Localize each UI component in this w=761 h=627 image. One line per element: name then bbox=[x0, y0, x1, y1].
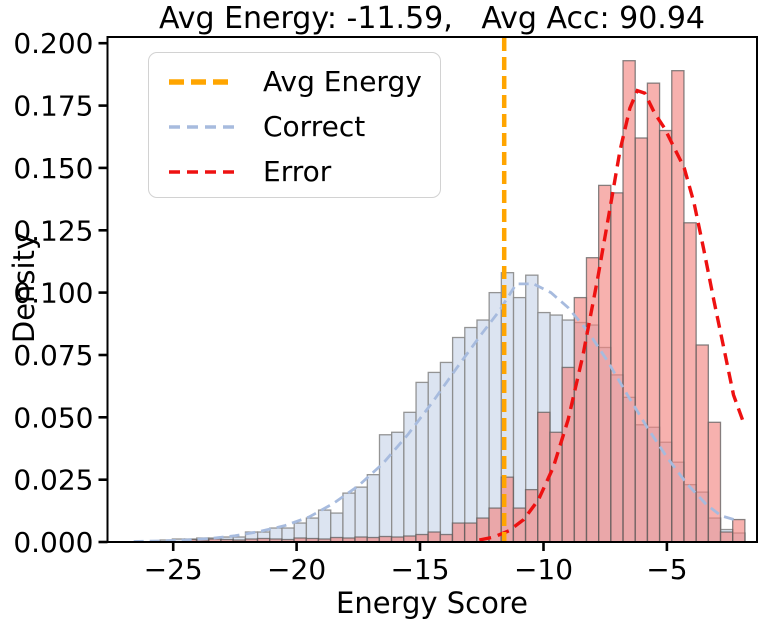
x-axis-tick-label: −5 bbox=[646, 553, 687, 586]
histogram-bar-correct bbox=[366, 474, 381, 543]
histogram-bar-error bbox=[524, 488, 539, 543]
histogram-bar-error bbox=[439, 533, 454, 543]
legend-item-correct: Correct bbox=[167, 104, 440, 149]
legend-label: Correct bbox=[263, 109, 366, 143]
y-axis-label: Density bbox=[7, 232, 41, 344]
histogram-bar-error bbox=[707, 421, 722, 543]
histogram-bar-correct bbox=[415, 381, 429, 543]
x-axis-tick-label: −15 bbox=[390, 553, 449, 586]
x-axis-label: Energy Score bbox=[336, 586, 528, 620]
histogram-bar-error bbox=[415, 533, 429, 543]
histogram-bar-correct bbox=[451, 336, 466, 543]
histogram-bar-correct bbox=[317, 509, 332, 543]
axes-frame bbox=[106, 36, 758, 543]
histogram-bar-error bbox=[671, 70, 685, 543]
legend: Avg Energy Correct Error bbox=[148, 52, 441, 198]
histogram-bar-error bbox=[732, 518, 746, 543]
chart-title: Avg Energy: -11.59, Avg Acc: 90.94 bbox=[158, 1, 706, 36]
y-axis-tick-label: 0.175 bbox=[13, 90, 93, 123]
y-axis-tick-label: 0.050 bbox=[13, 401, 93, 434]
histogram-bar-error bbox=[646, 82, 661, 543]
histogram-bar-correct bbox=[476, 319, 490, 543]
histogram-bar-error bbox=[561, 366, 575, 543]
histogram-bar-correct bbox=[464, 326, 478, 543]
correct-dash-icon bbox=[169, 124, 235, 129]
histogram-bar-correct bbox=[342, 492, 356, 543]
y-axis-tick-label: 0.075 bbox=[13, 339, 93, 372]
histogram-bar-error bbox=[658, 129, 673, 543]
y-axis-tick-label: 0.100 bbox=[13, 277, 93, 310]
histogram-bar-error bbox=[585, 257, 600, 543]
histogram-bar-correct bbox=[439, 361, 454, 543]
histogram-bar-correct bbox=[378, 434, 393, 543]
legend-label: Error bbox=[263, 154, 332, 188]
histogram-bar-error bbox=[573, 296, 588, 543]
histogram-bar-correct bbox=[354, 486, 368, 543]
histogram-bar-error bbox=[622, 60, 636, 543]
kde-curve-correct bbox=[133, 282, 737, 543]
legend-label: Avg Energy bbox=[263, 64, 422, 98]
y-axis-tick-label: 0.000 bbox=[13, 526, 93, 559]
histogram-bar-error bbox=[427, 531, 441, 543]
y-axis-tick-label: 0.125 bbox=[13, 214, 93, 247]
histogram-bar-error bbox=[719, 531, 734, 543]
y-axis-tick-label: 0.150 bbox=[13, 152, 93, 185]
error-dash-icon bbox=[169, 169, 235, 174]
y-axis-tick-label: 0.025 bbox=[13, 464, 93, 497]
histogram-bar-correct bbox=[488, 291, 503, 543]
histogram-bar-error bbox=[451, 522, 466, 543]
x-axis-tick-label: −10 bbox=[514, 553, 573, 586]
histogram-bar-error bbox=[549, 431, 563, 543]
y-axis-tick-label: 0.200 bbox=[13, 27, 93, 60]
x-axis-tick-label: −20 bbox=[267, 553, 326, 586]
legend-item-error: Error bbox=[167, 149, 440, 194]
avg-energy-dash-icon bbox=[169, 78, 235, 85]
histogram-bar-correct bbox=[391, 431, 405, 543]
legend-item-avg-energy: Avg Energy bbox=[167, 59, 440, 104]
histogram-bar-error bbox=[634, 137, 649, 543]
histogram-bar-error bbox=[463, 522, 478, 543]
histogram-bar-error bbox=[695, 344, 709, 543]
histogram-bar-correct bbox=[512, 296, 527, 543]
x-axis-tick-label: −25 bbox=[144, 553, 203, 586]
histogram-bar-error bbox=[683, 222, 697, 543]
